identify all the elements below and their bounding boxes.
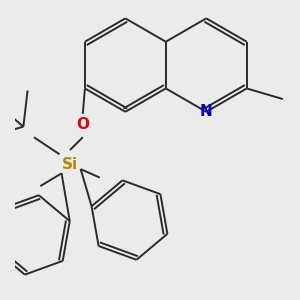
Text: O: O <box>76 117 89 132</box>
Text: Si: Si <box>62 158 78 172</box>
Text: N: N <box>200 104 213 119</box>
